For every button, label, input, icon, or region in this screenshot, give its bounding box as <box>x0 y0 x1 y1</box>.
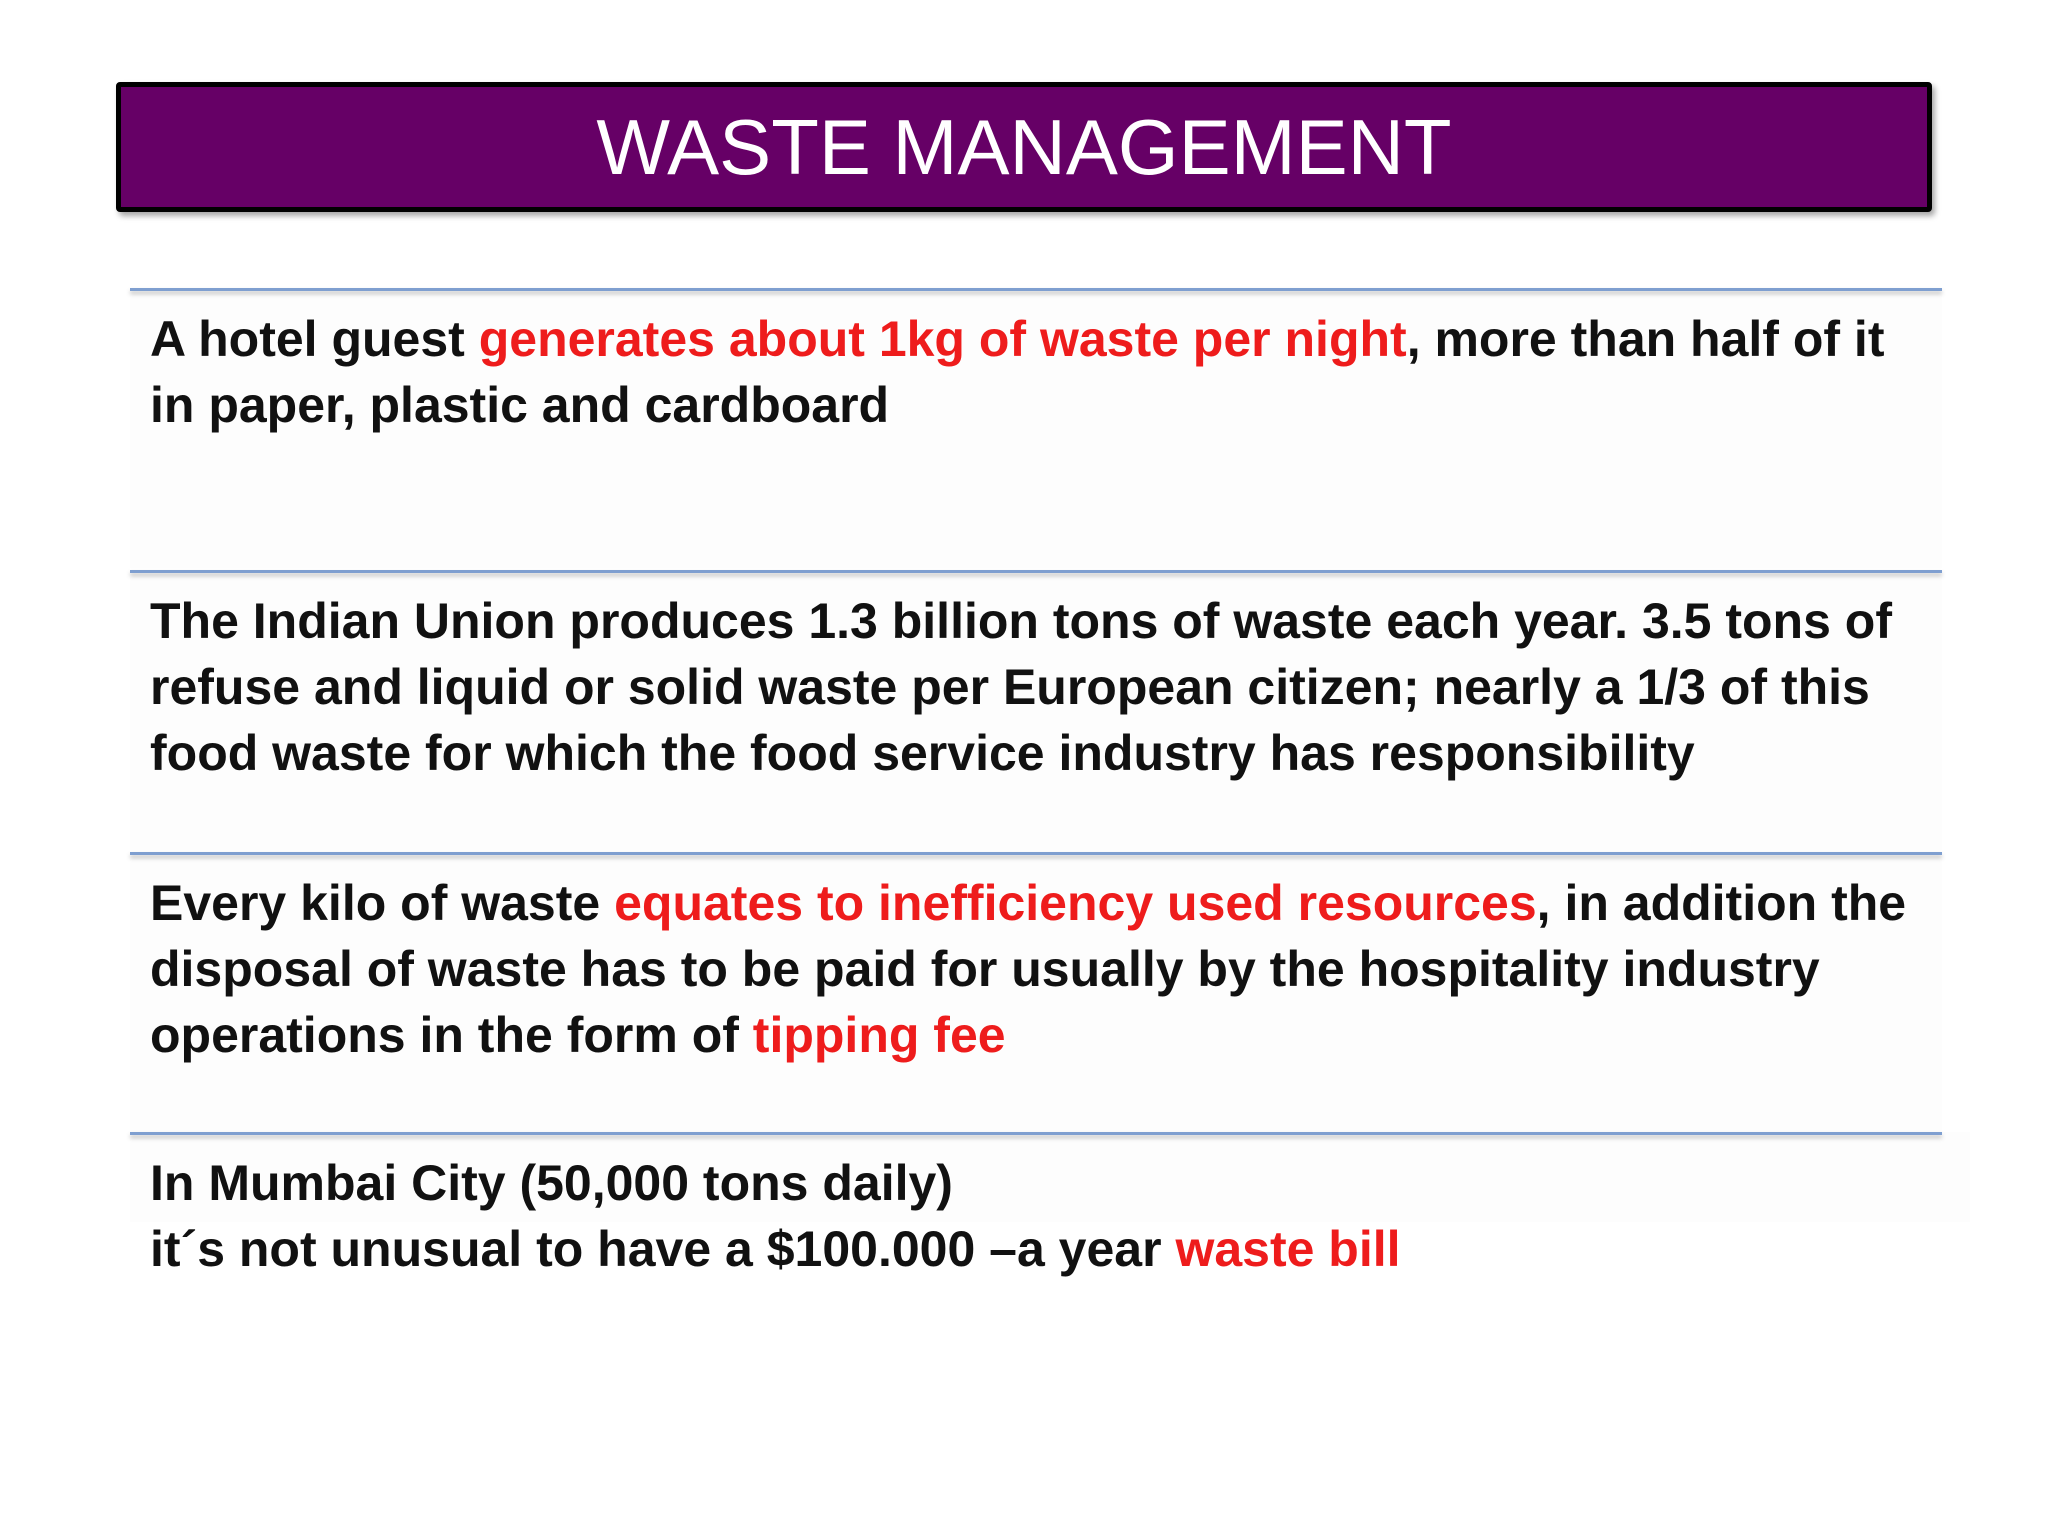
divider-rule <box>130 1132 1942 1135</box>
divider-rule <box>130 570 1942 573</box>
text-block-indian-union: The Indian Union produces 1.3 billion to… <box>130 570 1942 850</box>
plain-text: Every kilo of waste <box>150 875 615 931</box>
text-block-every-kilo: Every kilo of waste equates to inefficie… <box>130 852 1942 1132</box>
highlight-text: equates to inefficiency used resources <box>614 875 1537 931</box>
plain-text: The Indian Union produces 1.3 billion to… <box>150 593 1892 781</box>
block-text: In Mumbai City (50,000 tons daily) it´s n… <box>150 1150 1940 1282</box>
divider-rule <box>130 852 1942 855</box>
text-block-mumbai: In Mumbai City (50,000 tons daily) it´s n… <box>130 1132 1970 1277</box>
block-text: The Indian Union produces 1.3 billion to… <box>150 588 1940 786</box>
slide-title-box: WASTE MANAGEMENT <box>116 82 1932 212</box>
plain-text: A hotel guest <box>150 311 479 367</box>
plain-text: it´s not unusual to have a $100.000 –a y… <box>150 1221 1176 1277</box>
slide-title: WASTE MANAGEMENT <box>596 103 1452 191</box>
plain-text: , more than half of it in paper, plastic… <box>150 311 1885 433</box>
plain-text: , in addition the disposal of waste has … <box>150 875 1907 1063</box>
divider-rule <box>130 288 1942 291</box>
highlight-text: tipping fee <box>752 1007 1006 1063</box>
block-text: A hotel guest generates about 1kg of was… <box>150 306 1940 438</box>
plain-text: In Mumbai City (50,000 tons daily) <box>150 1155 953 1211</box>
highlight-text: generates about 1kg of waste per night <box>478 311 1407 367</box>
highlight-text: waste bill <box>1175 1221 1401 1277</box>
text-block-hotel-guest: A hotel guest generates about 1kg of was… <box>130 288 1942 568</box>
block-text: Every kilo of waste equates to inefficie… <box>150 870 1940 1068</box>
